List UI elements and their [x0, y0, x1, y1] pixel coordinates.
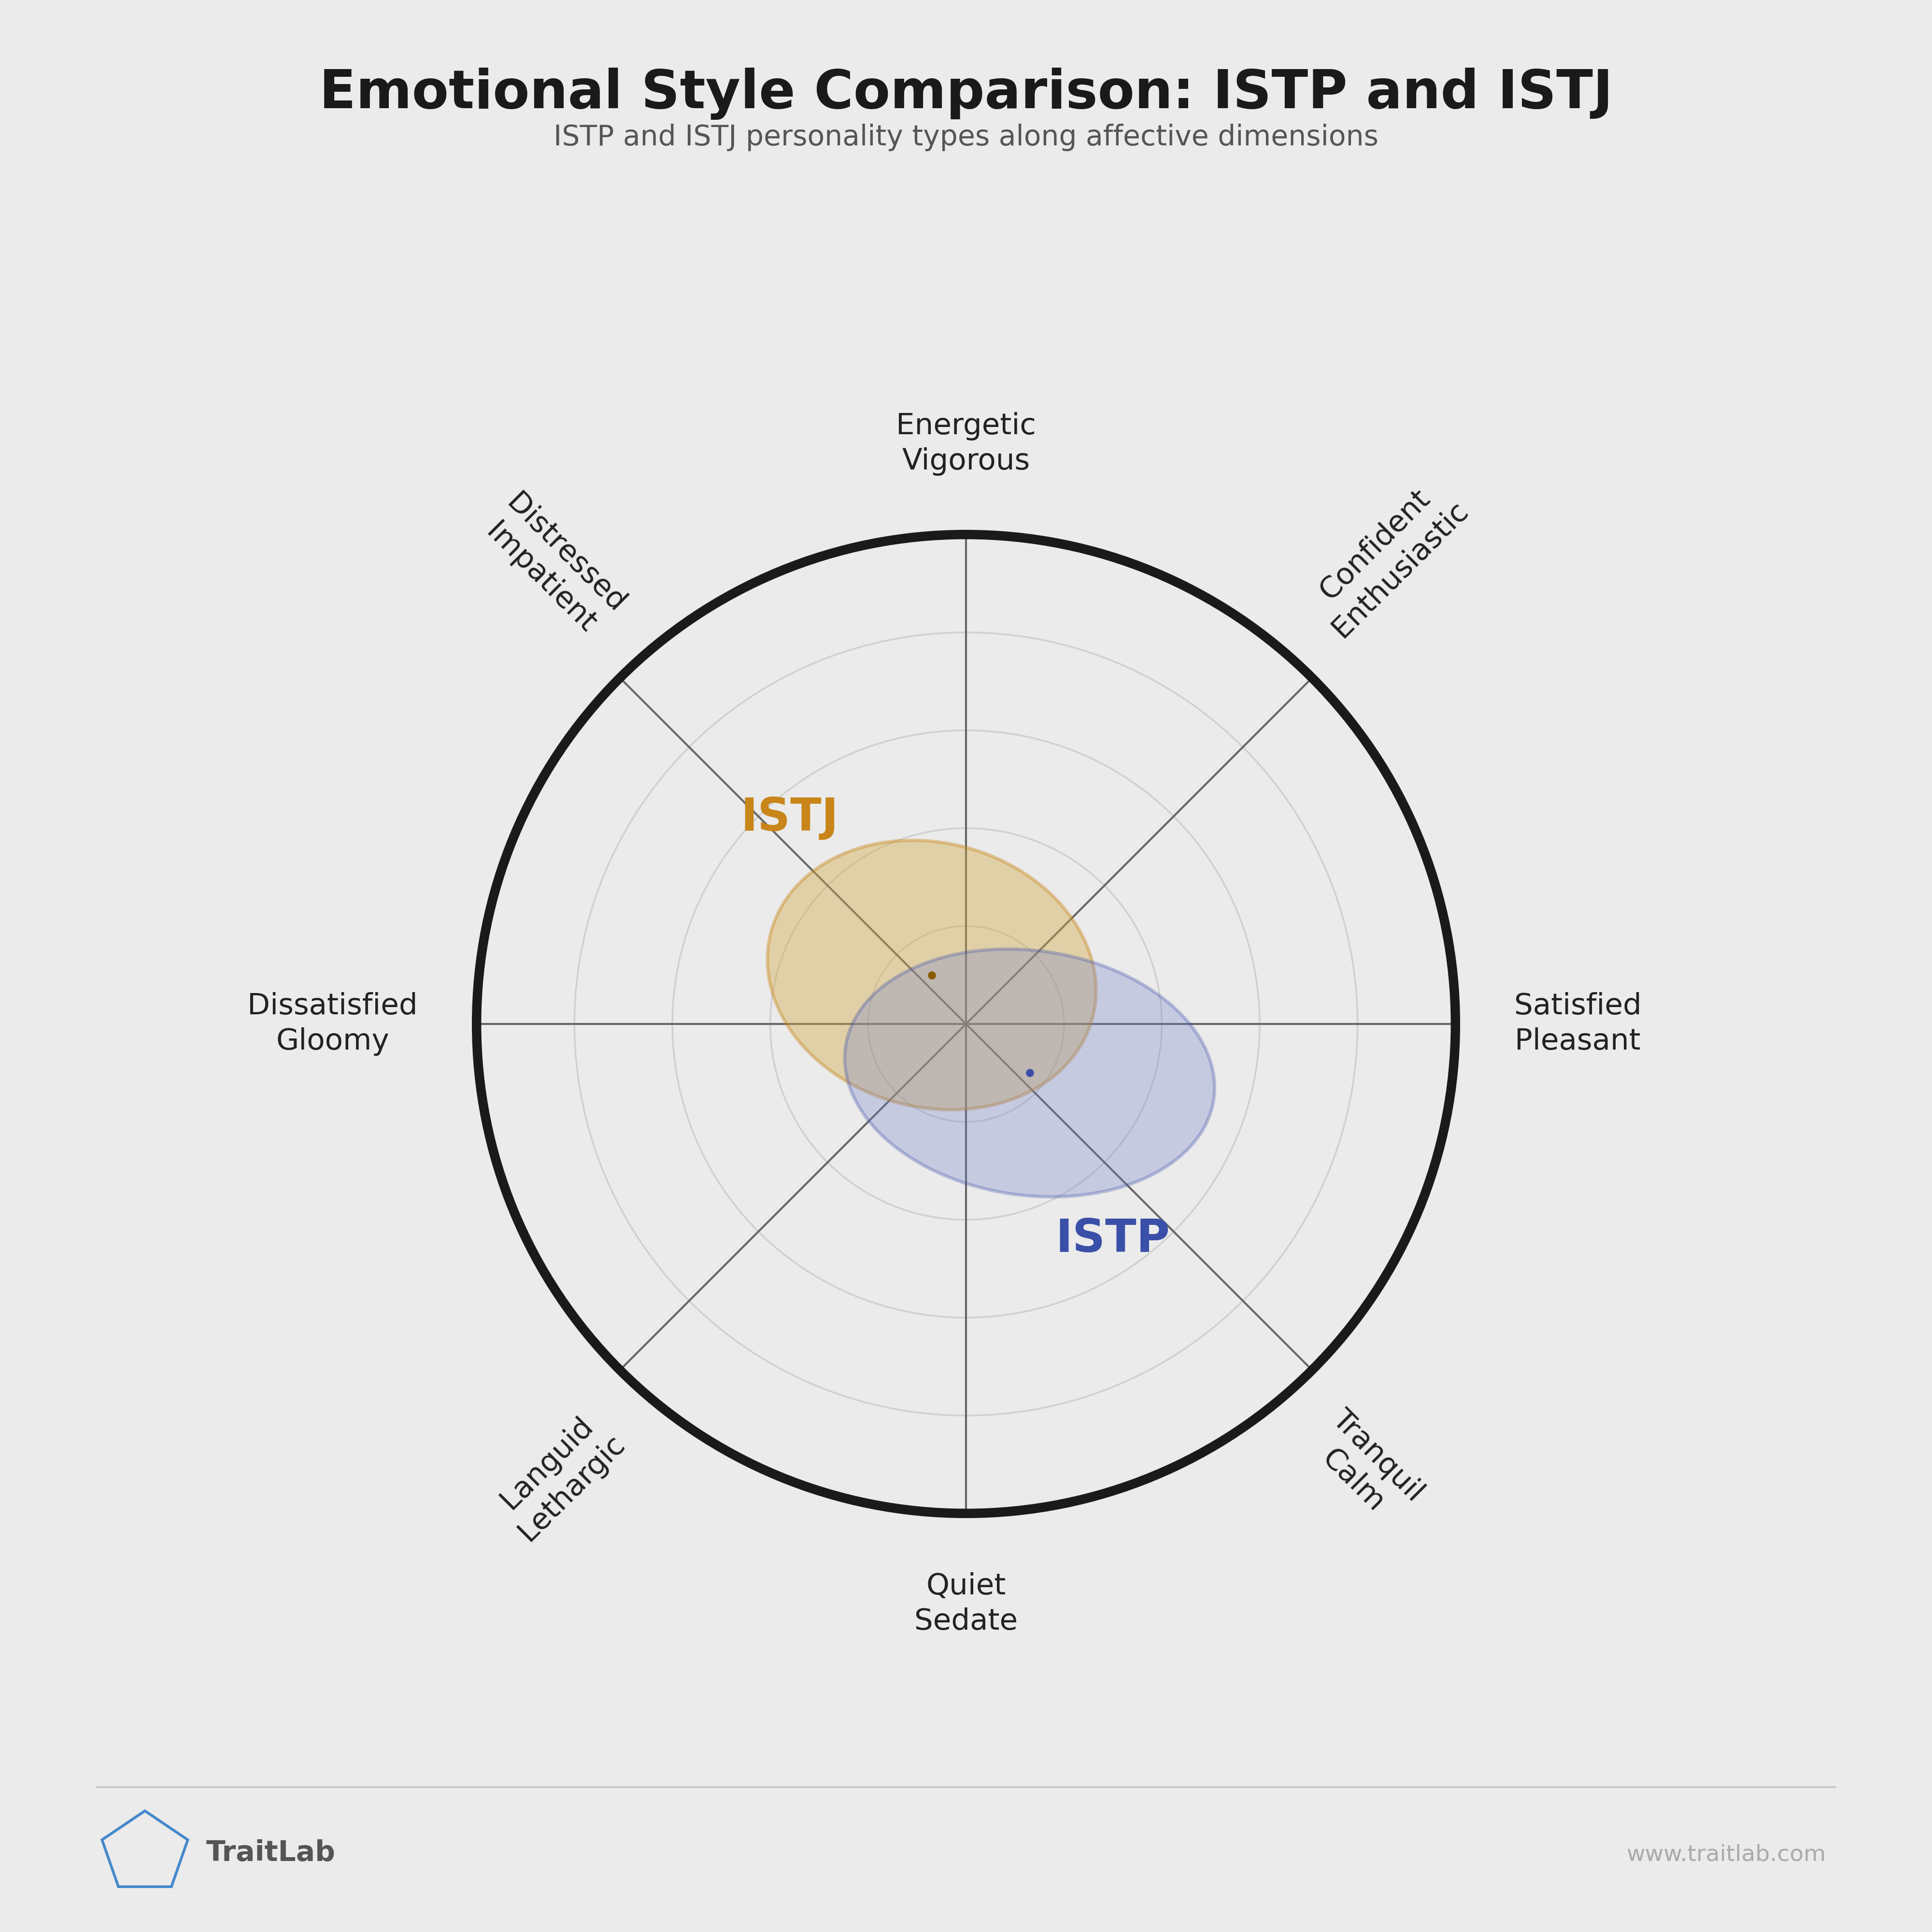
Text: ISTP and ISTJ personality types along affective dimensions: ISTP and ISTJ personality types along af…	[554, 124, 1379, 151]
Text: Distressed
Impatient: Distressed Impatient	[475, 489, 630, 643]
Point	[916, 960, 947, 991]
Text: TraitLab: TraitLab	[207, 1839, 336, 1866]
Ellipse shape	[844, 949, 1215, 1196]
Ellipse shape	[767, 840, 1095, 1109]
Text: Languid
Lethargic: Languid Lethargic	[489, 1405, 630, 1548]
Text: Emotional Style Comparison: ISTP and ISTJ: Emotional Style Comparison: ISTP and IST…	[319, 68, 1613, 120]
Text: Energetic
Vigorous: Energetic Vigorous	[896, 412, 1036, 475]
Text: Quiet
Sedate: Quiet Sedate	[914, 1573, 1018, 1636]
Point	[1014, 1057, 1045, 1088]
Text: ISTJ: ISTJ	[740, 796, 838, 840]
Text: Satisfied
Pleasant: Satisfied Pleasant	[1515, 993, 1642, 1055]
Text: Tranquil
Calm: Tranquil Calm	[1302, 1405, 1430, 1532]
Text: www.traitlab.com: www.traitlab.com	[1627, 1843, 1826, 1866]
Text: Confident
Enthusiastic: Confident Enthusiastic	[1302, 471, 1474, 643]
Text: Dissatisfied
Gloomy: Dissatisfied Gloomy	[247, 993, 417, 1055]
Text: ISTP: ISTP	[1055, 1217, 1171, 1262]
